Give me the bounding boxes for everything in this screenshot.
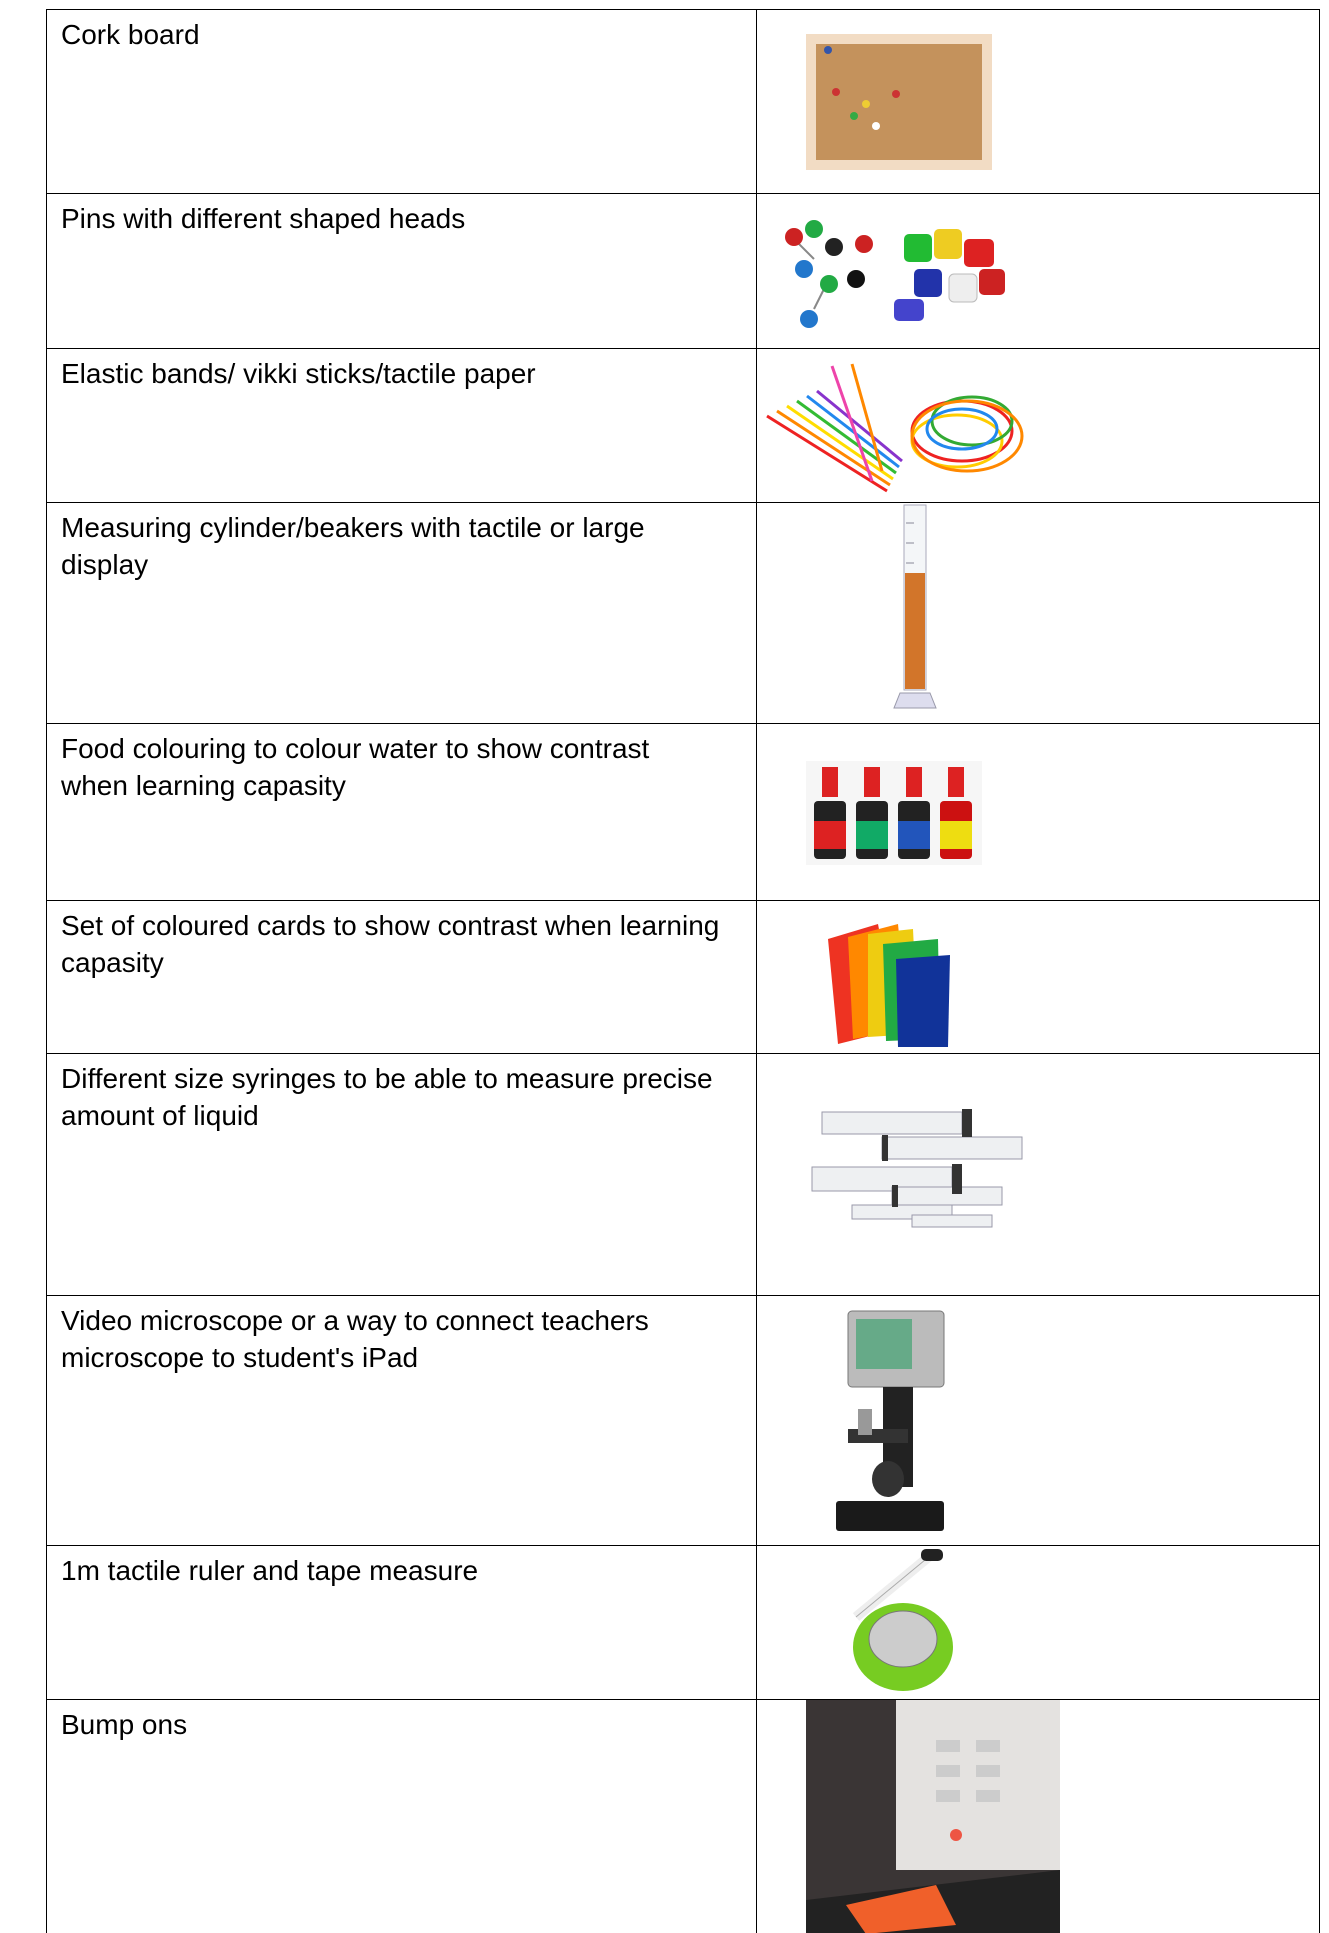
microscope-image — [836, 1310, 945, 1531]
bands-image — [766, 363, 1024, 493]
table-row: Bump ons — [46, 1699, 1320, 1933]
item-text: Cork board — [61, 19, 200, 50]
table-row: Measuring cylinder/beakers with tactile … — [46, 502, 1320, 723]
cylinder-image — [893, 504, 937, 709]
table-row: Cork board — [46, 9, 1320, 193]
table-row: Elastic bands/ vikki sticks/tactile pape… — [46, 348, 1320, 502]
item-text: Bump ons — [61, 1709, 188, 1740]
table-row: Pins with different shaped heads — [46, 193, 1320, 348]
food-colouring-image — [806, 761, 982, 865]
item-text: Measuring cylinder/beakers with tactile … — [61, 512, 645, 580]
table-row: Video microscope or a way to connect tea… — [46, 1295, 1320, 1545]
item-text: Pins with different shaped heads — [61, 203, 466, 234]
bump-ons-image — [806, 1700, 1060, 1933]
table-border — [1319, 9, 1320, 1933]
syringes-image — [811, 1109, 1023, 1228]
table-row: Set of coloured cards to show contrast w… — [46, 900, 1320, 1053]
cork-board-image — [806, 34, 992, 170]
pins-image — [785, 220, 1005, 328]
item-text: Food colouring to colour water to show c… — [61, 733, 650, 801]
table-border — [46, 9, 47, 1933]
item-text: Different size syringes to be able to me… — [61, 1063, 713, 1131]
item-text: Video microscope or a way to connect tea… — [61, 1305, 649, 1373]
table-row: 1m tactile ruler and tape measure — [46, 1545, 1320, 1699]
cards-image — [828, 924, 950, 1047]
item-text: Set of coloured cards to show contrast w… — [61, 910, 720, 978]
item-text: Elastic bands/ vikki sticks/tactile pape… — [61, 358, 536, 389]
column-divider — [756, 9, 757, 1933]
tape-measure-image — [852, 1549, 953, 1691]
item-text: 1m tactile ruler and tape measure — [61, 1555, 479, 1586]
table-row: Different size syringes to be able to me… — [46, 1053, 1320, 1295]
table-row: Food colouring to colour water to show c… — [46, 723, 1320, 900]
